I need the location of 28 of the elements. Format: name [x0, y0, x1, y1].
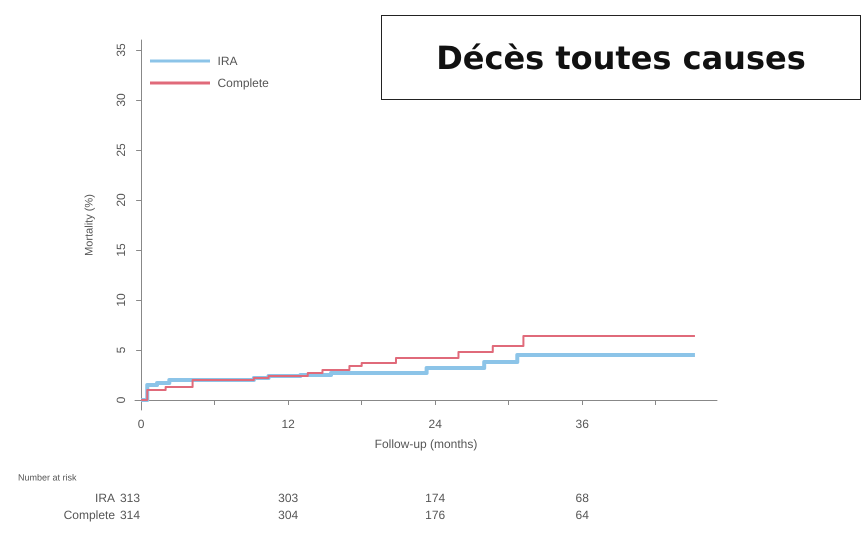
text: Number at risk	[18, 472, 78, 482]
text: Complete	[64, 508, 116, 522]
y-tick-label: 15	[114, 243, 128, 257]
x-tick-label: 0	[138, 417, 145, 431]
text: 68	[576, 491, 590, 505]
text: IRA	[94, 491, 115, 505]
y-tick-label: 35	[114, 43, 128, 57]
text: 314	[120, 508, 140, 522]
y-tick-label: 10	[114, 293, 128, 307]
text: 303	[278, 491, 298, 505]
text: 313	[120, 491, 140, 505]
y-tick-label: 5	[114, 346, 128, 354]
x-tick-label: 24	[428, 417, 442, 431]
legend-label: IRA	[218, 54, 238, 68]
text: 174	[425, 491, 446, 505]
text: 176	[425, 508, 446, 522]
text: 64	[576, 508, 590, 522]
x-tick-label: 36	[576, 417, 590, 431]
x-tick-label: 12	[281, 417, 296, 431]
y-tick-label: 20	[114, 193, 128, 207]
text: 304	[278, 508, 298, 522]
legend-label: Complete	[218, 76, 270, 90]
title-frame: Décès toutes causes	[381, 15, 861, 100]
x-axis-title: Follow-up (months)	[374, 437, 478, 451]
y-tick-label: 30	[114, 93, 128, 107]
y-tick-label: 0	[114, 396, 128, 404]
y-tick-label: 25	[114, 143, 128, 157]
y-axis-title: Mortality (%)	[84, 194, 96, 256]
